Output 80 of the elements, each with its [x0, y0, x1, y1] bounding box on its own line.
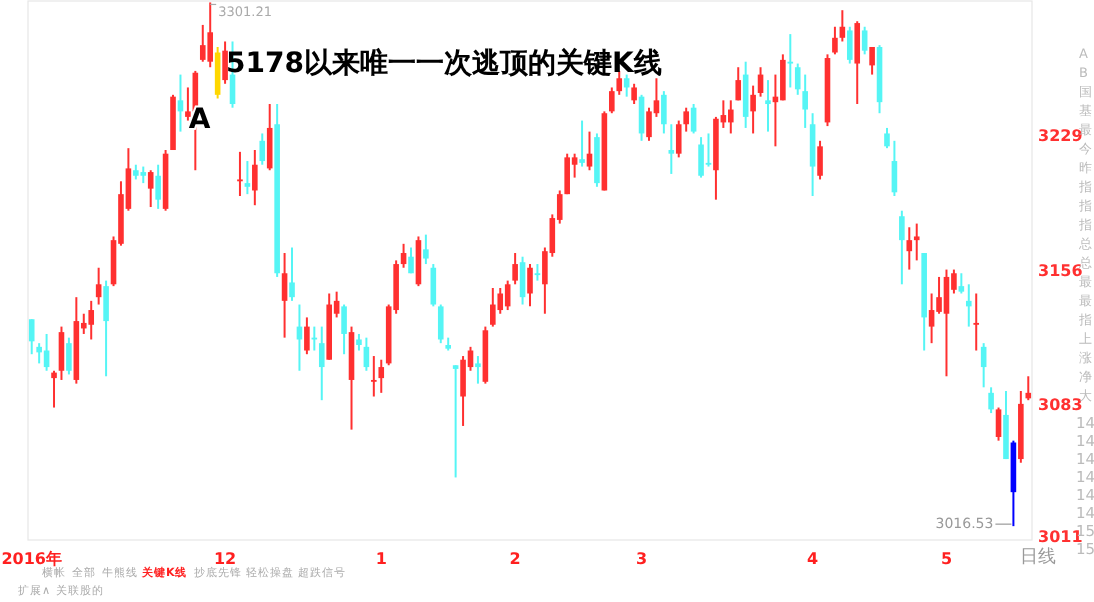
candlestick — [66, 336, 72, 376]
candlestick — [237, 150, 243, 197]
candlestick — [809, 112, 816, 197]
candlestick — [437, 303, 444, 345]
candlestick — [765, 79, 771, 133]
candlestick — [906, 226, 913, 271]
candlestick — [222, 40, 228, 85]
candlestick — [690, 103, 697, 135]
candlestick — [735, 66, 742, 102]
candlestick — [490, 286, 496, 328]
candlestick — [705, 132, 712, 168]
x-tick-label: 1 — [375, 550, 388, 568]
candlestick — [341, 303, 347, 356]
candlestick — [266, 103, 273, 172]
x-tick-label: 5 — [940, 550, 953, 568]
candlestick — [1003, 389, 1009, 461]
candlestick — [594, 132, 600, 188]
candlestick — [780, 53, 786, 102]
candlestick — [899, 209, 905, 286]
x-tick-label: 2016年 — [1, 550, 62, 568]
candlestick — [244, 160, 251, 196]
candlestick — [534, 263, 541, 282]
candlestick — [103, 279, 109, 378]
candlestick — [452, 364, 459, 479]
candlestick — [460, 355, 466, 427]
candlestick — [527, 263, 533, 308]
candlestick — [36, 342, 42, 365]
y-tick-label: 3083 — [1038, 395, 1083, 414]
candlestick — [475, 355, 481, 385]
candlestick — [147, 169, 154, 209]
candlestick — [988, 386, 994, 415]
candlestick — [318, 325, 325, 402]
candlestick — [958, 272, 965, 295]
candlestick — [430, 263, 437, 308]
candlestick — [854, 20, 861, 106]
candlestick — [408, 246, 414, 275]
candlestick — [913, 222, 920, 262]
candlestick — [869, 45, 875, 76]
candlestick — [252, 149, 258, 207]
candlestick — [995, 406, 1002, 442]
candlestick — [631, 82, 637, 106]
candlestick — [728, 99, 734, 135]
x-tick-label: 4 — [807, 550, 820, 568]
candlestick — [817, 139, 823, 181]
candlestick — [579, 119, 585, 168]
candlestick — [259, 132, 266, 166]
candlestick — [965, 283, 972, 328]
candlestick — [846, 25, 853, 65]
candlestick — [698, 136, 704, 179]
candlestick — [155, 163, 161, 210]
candlestick — [943, 268, 950, 378]
candlestick — [586, 130, 593, 172]
text: 日线 — [1020, 546, 1056, 568]
candlestick — [973, 292, 980, 352]
candlestick — [787, 33, 794, 89]
candlestick — [28, 318, 35, 356]
candlestick — [58, 325, 65, 381]
candlestick — [378, 358, 385, 394]
candlestick — [281, 252, 288, 339]
y-tick-label: 3229 — [1038, 127, 1084, 146]
candlestick — [95, 266, 102, 306]
candlestick — [371, 355, 377, 398]
candlestick — [348, 325, 355, 431]
candlestick — [928, 292, 935, 345]
candlestick — [668, 123, 675, 175]
candlestick — [661, 90, 667, 135]
x-tick-label: 12 — [213, 550, 237, 568]
candlestick — [861, 25, 868, 56]
candlestick — [750, 84, 756, 135]
candlestick — [423, 233, 429, 266]
candlestick — [512, 252, 518, 286]
y-tick-label: 3156 — [1038, 261, 1084, 280]
x-tick-label: 2 — [509, 550, 521, 568]
candlestick — [185, 86, 191, 122]
candlestick — [199, 23, 206, 63]
candlestick — [289, 246, 295, 302]
candlestick — [304, 316, 310, 356]
x-tick-label: 3 — [635, 550, 648, 568]
candlestick — [88, 299, 95, 341]
candlestick — [207, 1, 214, 69]
